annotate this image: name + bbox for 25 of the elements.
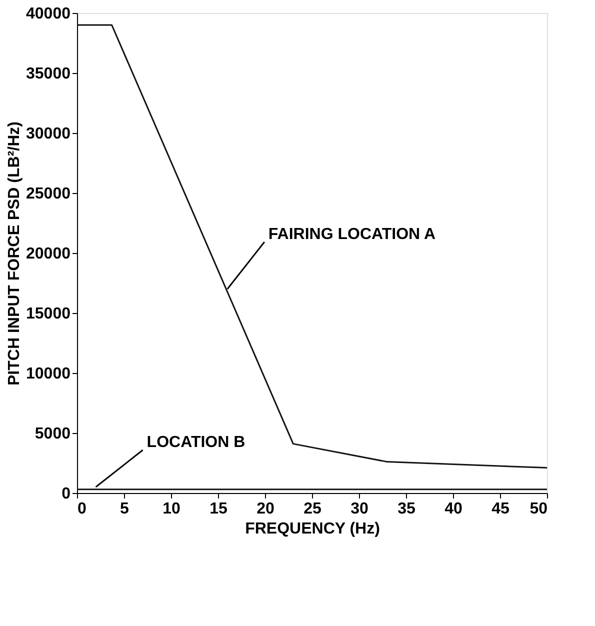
- annotation: LOCATION B: [146, 434, 246, 451]
- x-tick-label: 20: [256, 500, 274, 518]
- x-tick-label: 5: [120, 500, 130, 518]
- y-tick-label: 25000: [26, 186, 71, 202]
- line-series: [76, 24, 548, 469]
- y-tick-label: 35000: [26, 66, 71, 82]
- annotation: FAIRING LOCATION A: [268, 226, 436, 243]
- x-tick-label: 50: [530, 500, 548, 518]
- y-tick-label: 40000: [26, 6, 71, 22]
- x-tick-label: 10: [162, 500, 180, 518]
- y-axis-title: PITCH INPUT FORCE PSD (LB²/Hz): [6, 122, 24, 386]
- y-tick-label: 10000: [26, 366, 71, 382]
- x-tick-label: 40: [444, 500, 462, 518]
- y-tick-label: 20000: [26, 246, 71, 262]
- x-tick-label: 0: [78, 500, 86, 518]
- x-axis-title: FREQUENCY (Hz): [245, 520, 380, 538]
- y-tick-label: 5000: [34, 426, 71, 442]
- y-tick-label: 0: [62, 486, 71, 502]
- x-tick-label: 25: [304, 500, 322, 518]
- x-tick-label: 15: [210, 500, 228, 518]
- x-tick-label: 45: [492, 500, 510, 518]
- x-tick-label: 35: [398, 500, 416, 518]
- x-tick-label: 30: [350, 500, 368, 518]
- y-tick-label: 15000: [26, 306, 71, 322]
- y-tick-label: 30000: [26, 126, 71, 142]
